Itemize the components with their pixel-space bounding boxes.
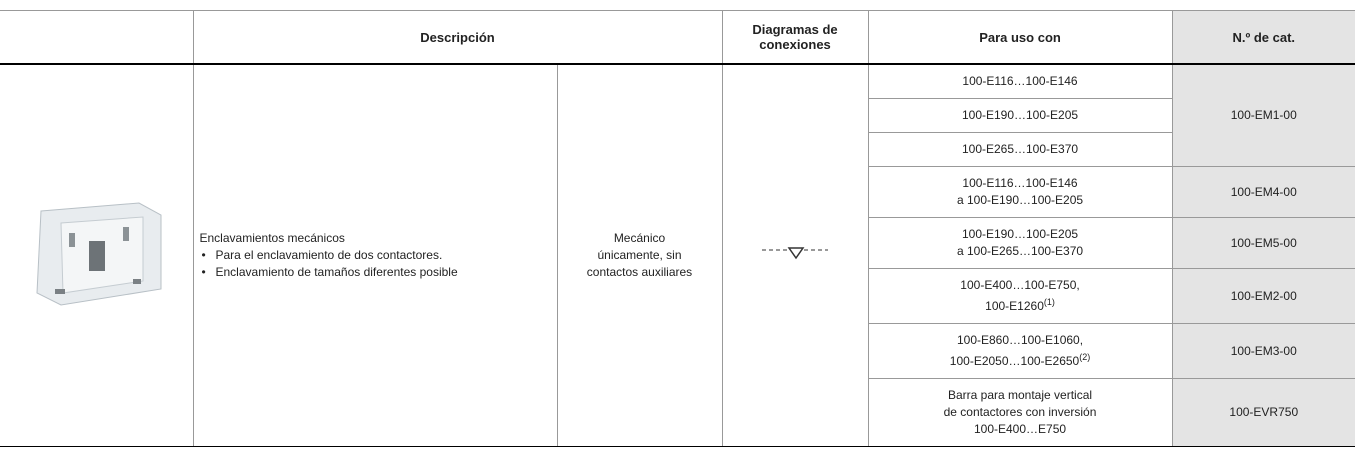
use-text: 100-E265…100-E370 bbox=[961, 142, 1079, 156]
body-row: 100-E116…100-E146 a 100-E190…100-E205 100-… bbox=[0, 166, 1355, 218]
catalog-cell: 100-EM1-00 bbox=[1171, 64, 1355, 167]
header-cell: N.º de cat. bbox=[1171, 10, 1355, 65]
diagram-cell bbox=[721, 64, 869, 447]
catalog-cell: 100-EM4-00 bbox=[1171, 166, 1355, 218]
type-text: Mecánico únicamente, sin contactos auxil… bbox=[586, 231, 693, 279]
type-cell: Mecánico únicamente, sin contactos auxil… bbox=[556, 64, 723, 447]
use-line: 100-E400…100-E750, bbox=[873, 277, 1168, 294]
header-cell: Para uso con bbox=[867, 10, 1173, 65]
use-line: a 100-E190…100-E205 bbox=[873, 192, 1168, 209]
bullet: Enclavamiento de tamaños diferentes posi… bbox=[200, 264, 553, 281]
use-text: 100-E400…100-E750, bbox=[960, 278, 1080, 292]
use-line: 100-E400…E750 bbox=[873, 421, 1168, 438]
body-row: Barra para montaje vertical de contactore… bbox=[0, 378, 1355, 447]
use-line: a 100-E265…100-E370 bbox=[873, 243, 1168, 260]
catalog-cell: 100-EM2-00 bbox=[1171, 268, 1355, 324]
use-text: Barra para montaje vertical bbox=[947, 388, 1093, 402]
use-line: 100-E860…100-E1060, bbox=[873, 332, 1168, 349]
bullet: Para el enclavamiento de dos contactores… bbox=[200, 247, 553, 264]
use-cell: 100-E400…100-E750, 100-E1260(1) bbox=[867, 268, 1173, 324]
catalog-cell: 100-EM3-00 bbox=[1171, 323, 1355, 379]
description-cell: Enclavamientos mecánicos Para el enclavam… bbox=[192, 64, 557, 447]
slot bbox=[69, 233, 76, 247]
use-cell: 100-E190…100-E205 bbox=[867, 98, 1173, 133]
use-line: Barra para montaje vertical bbox=[873, 387, 1168, 404]
use-text: 100-E2050…100-E2650 bbox=[949, 354, 1080, 368]
use-text: 100-E190…100-E205 bbox=[961, 108, 1079, 122]
use-line: 100-E1260(1) bbox=[873, 294, 1168, 315]
slot bbox=[133, 279, 142, 284]
use-line: 100-E265…100-E370 bbox=[873, 141, 1168, 158]
diagram-symbol bbox=[762, 247, 829, 260]
use-line: 100-E2050…100-E2650(2) bbox=[873, 349, 1168, 370]
use-line: 100-E116…100-E146 bbox=[873, 175, 1168, 192]
table-body: Enclavamientos mecánicos Para el enclavam… bbox=[0, 64, 1355, 447]
header-cell: Descripción bbox=[192, 10, 723, 65]
product-image bbox=[36, 202, 162, 306]
footnote-ref: (1) bbox=[1043, 297, 1055, 307]
use-cell: Barra para montaje vertical de contactore… bbox=[867, 378, 1173, 447]
use-cell: 100-E116…100-E146 a 100-E190…100-E205 bbox=[867, 166, 1173, 218]
use-cell: 100-E190…100-E205 a 100-E265…100-E370 bbox=[867, 217, 1173, 269]
body-row: 100-E265…100-E370 bbox=[0, 132, 1355, 167]
description-title: Enclavamientos mecánicos bbox=[199, 231, 345, 245]
body-row: 100-E190…100-E205 bbox=[0, 98, 1355, 133]
body-row: 100-E860…100-E1060, 100-E2050…100-E2650(2… bbox=[0, 323, 1355, 379]
catalog-cell: 100-EVR750 bbox=[1171, 378, 1355, 447]
use-text: 100-E860…100-E1060, bbox=[956, 333, 1084, 347]
use-text: de contactores con inversión bbox=[943, 405, 1097, 419]
use-cell: 100-E265…100-E370 bbox=[867, 132, 1173, 167]
catalog-cell: 100-EM5-00 bbox=[1171, 217, 1355, 269]
header-cell: Diagramas de conexiones bbox=[721, 10, 869, 65]
slot bbox=[55, 289, 66, 294]
footnote-ref: (2) bbox=[1079, 352, 1091, 362]
use-text: 100-E116…100-E146 bbox=[962, 176, 1078, 190]
use-line: 100-E116…100-E146 bbox=[873, 73, 1168, 90]
body-row: 100-E400…100-E750, 100-E1260(1) 100-EM2-00 bbox=[0, 268, 1355, 324]
slot bbox=[89, 241, 106, 271]
catalog-table: Descripción Diagramas de conexiones Para… bbox=[0, 10, 1355, 447]
use-cell: 100-E860…100-E1060, 100-E2050…100-E2650(2… bbox=[867, 323, 1173, 379]
use-text: 100-E400…E750 bbox=[973, 422, 1067, 436]
use-line: de contactores con inversión bbox=[873, 404, 1168, 421]
triangle bbox=[787, 247, 805, 260]
use-text: a 100-E190…100-E205 bbox=[956, 193, 1084, 207]
header-row: Descripción Diagramas de conexiones Para… bbox=[0, 10, 1355, 65]
image-cell bbox=[0, 64, 193, 447]
use-text: a 100-E265…100-E370 bbox=[956, 244, 1084, 258]
body-row: Enclavamientos mecánicos Para el enclavam… bbox=[0, 64, 1355, 447]
use-cell: 100-E116…100-E146 bbox=[867, 64, 1173, 99]
use-text: 100-E190…100-E205 bbox=[961, 227, 1079, 241]
use-line: 100-E190…100-E205 bbox=[873, 226, 1168, 243]
slot bbox=[123, 227, 130, 241]
header-cell bbox=[0, 10, 193, 65]
use-text: 100-E116…100-E146 bbox=[962, 74, 1078, 88]
body-row: 100-E190…100-E205 a 100-E265…100-E370 100-… bbox=[0, 217, 1355, 269]
use-text: 100-E1260 bbox=[985, 299, 1044, 313]
use-line: 100-E190…100-E205 bbox=[873, 107, 1168, 124]
